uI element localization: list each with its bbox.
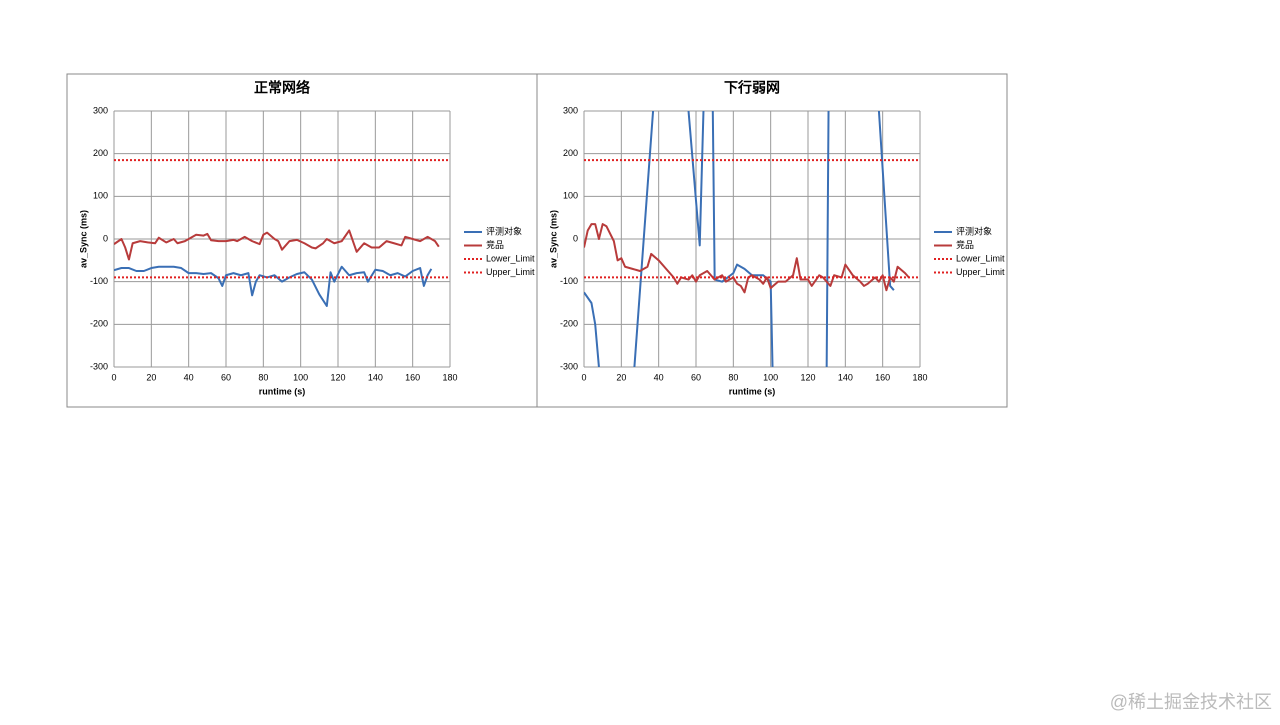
x-tick-label: 120	[330, 372, 345, 382]
y-axis-label: av_Sync (ms)	[78, 210, 88, 268]
x-tick-label: 20	[616, 372, 626, 382]
legend-label: 竞品	[486, 239, 504, 250]
y-tick-label: 0	[103, 233, 108, 243]
chart-frame	[67, 74, 537, 407]
legend-label: Lower_Limit	[486, 253, 535, 263]
legend-label: Upper_Limit	[956, 267, 1005, 277]
watermark: @稀土掘金技术社区	[1110, 688, 1272, 714]
x-tick-label: 80	[728, 372, 738, 382]
x-tick-label: 140	[838, 372, 853, 382]
legend-label: 评测对象	[486, 225, 522, 236]
x-tick-label: 80	[258, 372, 268, 382]
series-line	[114, 230, 439, 259]
x-tick-label: 60	[221, 372, 231, 382]
series-line	[114, 267, 431, 306]
x-tick-label: 100	[763, 372, 778, 382]
legend-label: Upper_Limit	[486, 267, 535, 277]
y-tick-label: 300	[93, 105, 108, 115]
x-tick-label: 160	[405, 372, 420, 382]
legend-label: Lower_Limit	[956, 253, 1005, 263]
x-tick-label: 20	[146, 372, 156, 382]
x-tick-label: 100	[293, 372, 308, 382]
x-tick-label: 160	[875, 372, 890, 382]
x-tick-label: 40	[184, 372, 194, 382]
y-tick-label: 100	[93, 191, 108, 201]
y-tick-label: -300	[560, 361, 578, 371]
x-axis-label: runtime (s)	[259, 386, 306, 396]
x-tick-label: 0	[111, 372, 116, 382]
y-tick-label: 300	[563, 105, 578, 115]
x-tick-label: 180	[912, 372, 927, 382]
y-axis-label: av_Sync (ms)	[548, 210, 558, 268]
y-tick-label: -100	[90, 276, 108, 286]
y-tick-label: -100	[560, 276, 578, 286]
legend-label: 竞品	[956, 239, 974, 250]
y-tick-label: 200	[563, 148, 578, 158]
y-tick-label: 0	[573, 233, 578, 243]
y-tick-label: -200	[90, 319, 108, 329]
x-tick-label: 40	[654, 372, 664, 382]
x-tick-label: 120	[800, 372, 815, 382]
x-tick-label: 140	[368, 372, 383, 382]
x-tick-label: 180	[442, 372, 457, 382]
x-axis-label: runtime (s)	[729, 386, 776, 396]
y-tick-label: 200	[93, 148, 108, 158]
y-tick-label: -200	[560, 319, 578, 329]
y-tick-label: -300	[90, 361, 108, 371]
x-tick-label: 60	[691, 372, 701, 382]
chart-title: 正常网络	[254, 80, 310, 96]
y-tick-label: 100	[563, 191, 578, 201]
x-tick-label: 0	[581, 372, 586, 382]
legend-label: 评测对象	[956, 225, 992, 236]
chart-title: 下行弱网	[724, 80, 780, 96]
